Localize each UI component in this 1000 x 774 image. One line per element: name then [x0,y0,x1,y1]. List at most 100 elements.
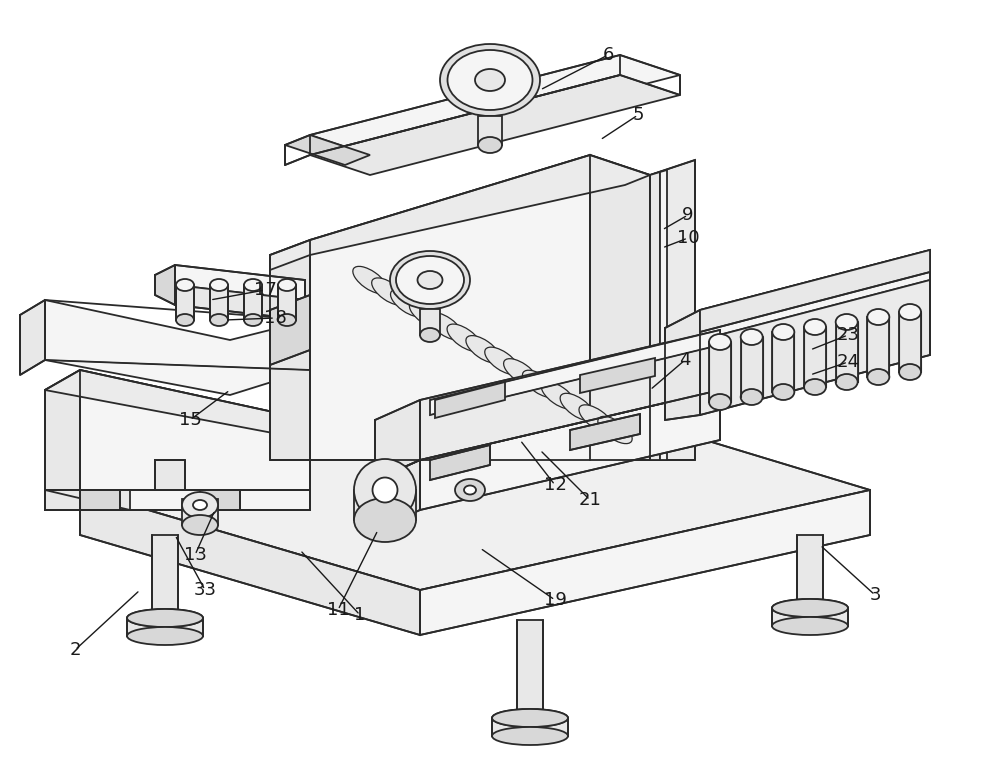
Ellipse shape [244,279,262,291]
Text: 24: 24 [836,353,860,371]
Ellipse shape [127,627,203,645]
Polygon shape [155,265,175,305]
Ellipse shape [390,251,470,309]
Polygon shape [354,490,416,520]
Ellipse shape [176,314,194,326]
Ellipse shape [492,709,568,727]
Polygon shape [45,490,310,510]
Ellipse shape [772,617,848,635]
Ellipse shape [210,314,228,326]
Text: 18: 18 [264,309,286,327]
Text: 1: 1 [354,606,366,624]
Ellipse shape [428,313,463,340]
Ellipse shape [353,266,387,293]
Polygon shape [741,337,763,397]
Ellipse shape [182,515,218,535]
Polygon shape [420,330,720,460]
Polygon shape [420,309,440,335]
Polygon shape [804,327,826,387]
Polygon shape [517,620,543,710]
Polygon shape [430,445,490,480]
Polygon shape [435,382,505,418]
Polygon shape [700,250,930,340]
Text: 2: 2 [69,641,81,659]
Ellipse shape [396,256,464,304]
Ellipse shape [244,314,262,326]
Ellipse shape [804,379,826,395]
Ellipse shape [867,309,889,325]
Ellipse shape [464,485,476,495]
Polygon shape [155,460,185,490]
Polygon shape [772,332,794,392]
Polygon shape [200,490,240,510]
Ellipse shape [182,492,218,518]
Text: 33: 33 [194,581,216,599]
Polygon shape [278,285,296,320]
Ellipse shape [504,358,538,386]
Ellipse shape [448,50,532,110]
Ellipse shape [772,609,848,627]
Polygon shape [80,490,120,510]
Polygon shape [45,300,310,395]
Ellipse shape [836,314,858,330]
Ellipse shape [278,314,296,326]
Polygon shape [665,310,700,420]
Ellipse shape [278,279,296,291]
Polygon shape [270,240,310,460]
Polygon shape [700,280,930,415]
Polygon shape [270,155,650,270]
Polygon shape [700,250,930,332]
Ellipse shape [127,609,203,627]
Text: 13: 13 [184,546,206,564]
Text: 12: 12 [544,476,566,494]
Ellipse shape [440,44,540,116]
Polygon shape [650,172,660,460]
Ellipse shape [709,334,731,350]
Polygon shape [270,295,310,365]
Ellipse shape [127,609,203,627]
Ellipse shape [391,289,425,317]
Text: 9: 9 [682,206,694,224]
Polygon shape [570,414,640,450]
Polygon shape [285,135,370,165]
Polygon shape [797,535,823,600]
Ellipse shape [455,479,485,501]
Ellipse shape [899,304,921,320]
Polygon shape [310,155,590,460]
Polygon shape [80,490,420,635]
Polygon shape [130,490,310,510]
Polygon shape [176,285,194,320]
Polygon shape [375,400,420,480]
Text: 11: 11 [327,601,349,619]
Ellipse shape [541,382,576,409]
Polygon shape [867,317,889,377]
Ellipse shape [354,498,416,542]
Ellipse shape [522,370,557,398]
Ellipse shape [741,329,763,345]
Ellipse shape [492,719,568,737]
Text: 3: 3 [869,586,881,604]
Polygon shape [650,160,695,460]
Text: 5: 5 [632,106,644,124]
Ellipse shape [447,324,481,351]
Ellipse shape [579,405,613,432]
Polygon shape [45,370,80,490]
Ellipse shape [478,137,502,153]
Polygon shape [310,75,680,175]
Ellipse shape [772,599,848,617]
Ellipse shape [420,328,440,342]
Ellipse shape [741,389,763,405]
Polygon shape [210,285,228,320]
Polygon shape [375,460,420,530]
Polygon shape [45,490,130,510]
Polygon shape [80,370,310,490]
Polygon shape [836,322,858,382]
Ellipse shape [772,384,794,400]
Ellipse shape [475,69,505,91]
Text: 21: 21 [579,491,601,509]
Ellipse shape [772,324,794,340]
Ellipse shape [372,478,398,502]
Ellipse shape [176,279,194,291]
Text: 19: 19 [544,591,566,609]
Polygon shape [709,342,731,402]
